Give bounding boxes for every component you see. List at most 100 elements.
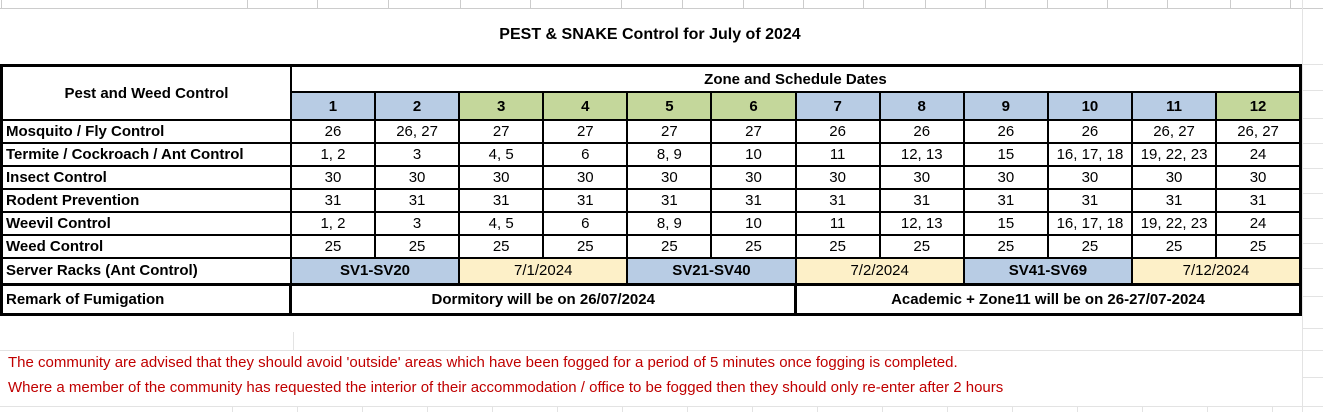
- server-rack-date-cell[interactable]: 7/1/2024: [458, 257, 629, 285]
- server-rack-range-cell[interactable]: SV41-SV69: [962, 257, 1134, 285]
- schedule-cell[interactable]: 25: [1215, 234, 1302, 259]
- schedule-cell[interactable]: 26, 27: [1130, 119, 1218, 144]
- corner-header[interactable]: Pest and Weed Control: [0, 64, 292, 121]
- schedule-cell[interactable]: 19, 22, 23: [1130, 142, 1218, 167]
- schedule-cell[interactable]: 31: [1130, 188, 1218, 213]
- schedule-cell[interactable]: 27: [542, 119, 629, 144]
- schedule-cell[interactable]: 25: [289, 234, 377, 259]
- schedule-cell[interactable]: 12, 13: [878, 211, 965, 236]
- schedule-cell[interactable]: 25: [626, 234, 713, 259]
- schedule-cell[interactable]: 27: [458, 119, 545, 144]
- schedule-cell[interactable]: 25: [962, 234, 1049, 259]
- schedule-cell[interactable]: 26, 27: [1215, 119, 1302, 144]
- schedule-cell[interactable]: 26: [878, 119, 965, 144]
- schedule-cell[interactable]: 8, 9: [626, 211, 713, 236]
- schedule-cell[interactable]: 25: [710, 234, 797, 259]
- schedule-cell[interactable]: 26: [794, 119, 881, 144]
- schedule-cell[interactable]: 6: [542, 211, 629, 236]
- zone-header-3[interactable]: 3: [458, 91, 545, 121]
- schedule-cell[interactable]: 31: [374, 188, 461, 213]
- schedule-cell[interactable]: 8, 9: [626, 142, 713, 167]
- academic-remark-cell[interactable]: Academic + Zone11 will be on 26-27/07-20…: [794, 282, 1302, 316]
- schedule-cell[interactable]: 31: [289, 188, 377, 213]
- schedule-cell[interactable]: 30: [1046, 165, 1134, 190]
- zones-header[interactable]: Zone and Schedule Dates: [289, 64, 1302, 93]
- schedule-cell[interactable]: 26, 27: [374, 119, 461, 144]
- dormitory-remark-cell[interactable]: Dormitory will be on 26/07/2024: [289, 282, 798, 316]
- server-rack-range-cell[interactable]: SV21-SV40: [626, 257, 797, 285]
- schedule-cell[interactable]: 19, 22, 23: [1130, 211, 1218, 236]
- schedule-cell[interactable]: 25: [1046, 234, 1134, 259]
- zone-header-4[interactable]: 4: [542, 91, 629, 121]
- schedule-cell[interactable]: 30: [542, 165, 629, 190]
- row-label[interactable]: Rodent Prevention: [0, 188, 292, 213]
- schedule-cell[interactable]: 31: [878, 188, 965, 213]
- schedule-cell[interactable]: 25: [1130, 234, 1218, 259]
- schedule-cell[interactable]: 30: [626, 165, 713, 190]
- zone-header-5[interactable]: 5: [626, 91, 713, 121]
- schedule-cell[interactable]: 25: [794, 234, 881, 259]
- schedule-cell[interactable]: 11: [794, 142, 881, 167]
- schedule-cell[interactable]: 1, 2: [289, 211, 377, 236]
- schedule-cell[interactable]: 30: [458, 165, 545, 190]
- schedule-cell[interactable]: 27: [710, 119, 797, 144]
- row-label[interactable]: Weed Control: [0, 234, 292, 259]
- schedule-cell[interactable]: 30: [1215, 165, 1302, 190]
- schedule-cell[interactable]: 30: [1130, 165, 1218, 190]
- schedule-cell[interactable]: 11: [794, 211, 881, 236]
- schedule-cell[interactable]: 30: [374, 165, 461, 190]
- schedule-cell[interactable]: 25: [878, 234, 965, 259]
- row-label[interactable]: Remark of Fumigation: [0, 282, 293, 316]
- schedule-cell[interactable]: 4, 5: [458, 211, 545, 236]
- schedule-cell[interactable]: 16, 17, 18: [1046, 211, 1134, 236]
- schedule-cell[interactable]: 16, 17, 18: [1046, 142, 1134, 167]
- zone-header-10[interactable]: 10: [1046, 91, 1134, 121]
- schedule-cell[interactable]: 30: [794, 165, 881, 190]
- schedule-cell[interactable]: 25: [458, 234, 545, 259]
- schedule-cell[interactable]: 4, 5: [458, 142, 545, 167]
- schedule-cell[interactable]: 6: [542, 142, 629, 167]
- zone-header-2[interactable]: 2: [374, 91, 461, 121]
- zone-header-6[interactable]: 6: [710, 91, 797, 121]
- row-label[interactable]: Weevil Control: [0, 211, 292, 236]
- schedule-cell[interactable]: 24: [1215, 142, 1302, 167]
- schedule-cell[interactable]: 31: [1046, 188, 1134, 213]
- server-rack-range-cell[interactable]: SV1-SV20: [289, 257, 461, 285]
- schedule-cell[interactable]: 30: [962, 165, 1049, 190]
- zone-header-8[interactable]: 8: [878, 91, 965, 121]
- schedule-cell[interactable]: 30: [289, 165, 377, 190]
- schedule-cell[interactable]: 1, 2: [289, 142, 377, 167]
- row-label[interactable]: Termite / Cockroach / Ant Control: [0, 142, 292, 167]
- schedule-cell[interactable]: 31: [962, 188, 1049, 213]
- zone-header-11[interactable]: 11: [1130, 91, 1218, 121]
- schedule-cell[interactable]: 31: [626, 188, 713, 213]
- schedule-cell[interactable]: 3: [374, 142, 461, 167]
- schedule-cell[interactable]: 31: [1215, 188, 1302, 213]
- zone-header-7[interactable]: 7: [794, 91, 881, 121]
- schedule-cell[interactable]: 3: [374, 211, 461, 236]
- schedule-cell[interactable]: 26: [1046, 119, 1134, 144]
- schedule-cell[interactable]: 25: [374, 234, 461, 259]
- schedule-cell[interactable]: 12, 13: [878, 142, 965, 167]
- server-rack-date-cell[interactable]: 7/12/2024: [1131, 257, 1302, 285]
- schedule-cell[interactable]: 27: [626, 119, 713, 144]
- server-rack-date-cell[interactable]: 7/2/2024: [794, 257, 965, 285]
- schedule-cell[interactable]: 31: [710, 188, 797, 213]
- zone-header-9[interactable]: 9: [962, 91, 1049, 121]
- zone-header-12[interactable]: 12: [1215, 91, 1302, 121]
- row-label[interactable]: Mosquito / Fly Control: [0, 119, 292, 144]
- schedule-cell[interactable]: 15: [962, 211, 1049, 236]
- schedule-cell[interactable]: 26: [289, 119, 377, 144]
- row-label[interactable]: Server Racks (Ant Control): [0, 257, 292, 285]
- schedule-cell[interactable]: 31: [794, 188, 881, 213]
- row-label[interactable]: Insect Control: [0, 165, 292, 190]
- schedule-cell[interactable]: 31: [458, 188, 545, 213]
- schedule-cell[interactable]: 10: [710, 211, 797, 236]
- schedule-cell[interactable]: 10: [710, 142, 797, 167]
- schedule-cell[interactable]: 25: [542, 234, 629, 259]
- schedule-cell[interactable]: 30: [710, 165, 797, 190]
- schedule-cell[interactable]: 15: [962, 142, 1049, 167]
- zone-header-1[interactable]: 1: [289, 91, 377, 121]
- schedule-cell[interactable]: 24: [1215, 211, 1302, 236]
- schedule-cell[interactable]: 31: [542, 188, 629, 213]
